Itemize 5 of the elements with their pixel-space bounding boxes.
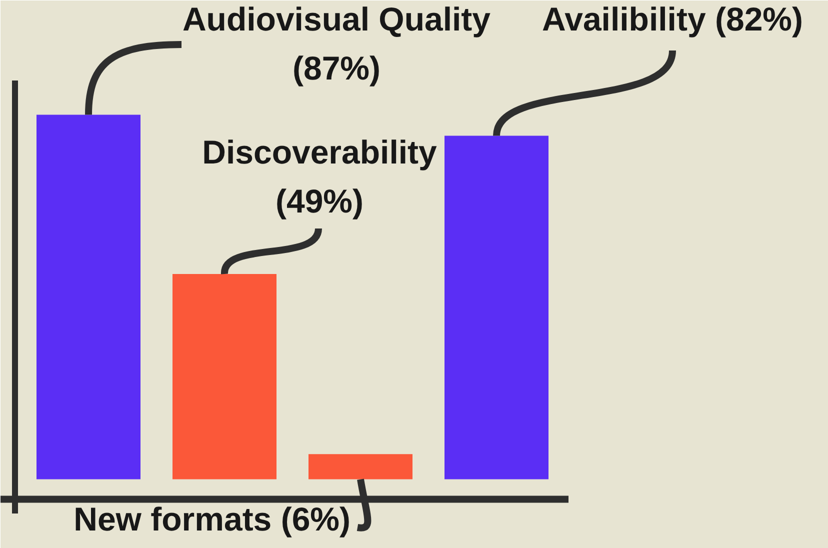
bar [308, 454, 412, 480]
data-label: Availibility (82%) [542, 0, 804, 38]
data-label: Discoverability (49%) [202, 134, 438, 220]
data-label: New formats (6%) [74, 500, 350, 538]
data-label: Audiovisual Quality (87%) [182, 0, 492, 87]
